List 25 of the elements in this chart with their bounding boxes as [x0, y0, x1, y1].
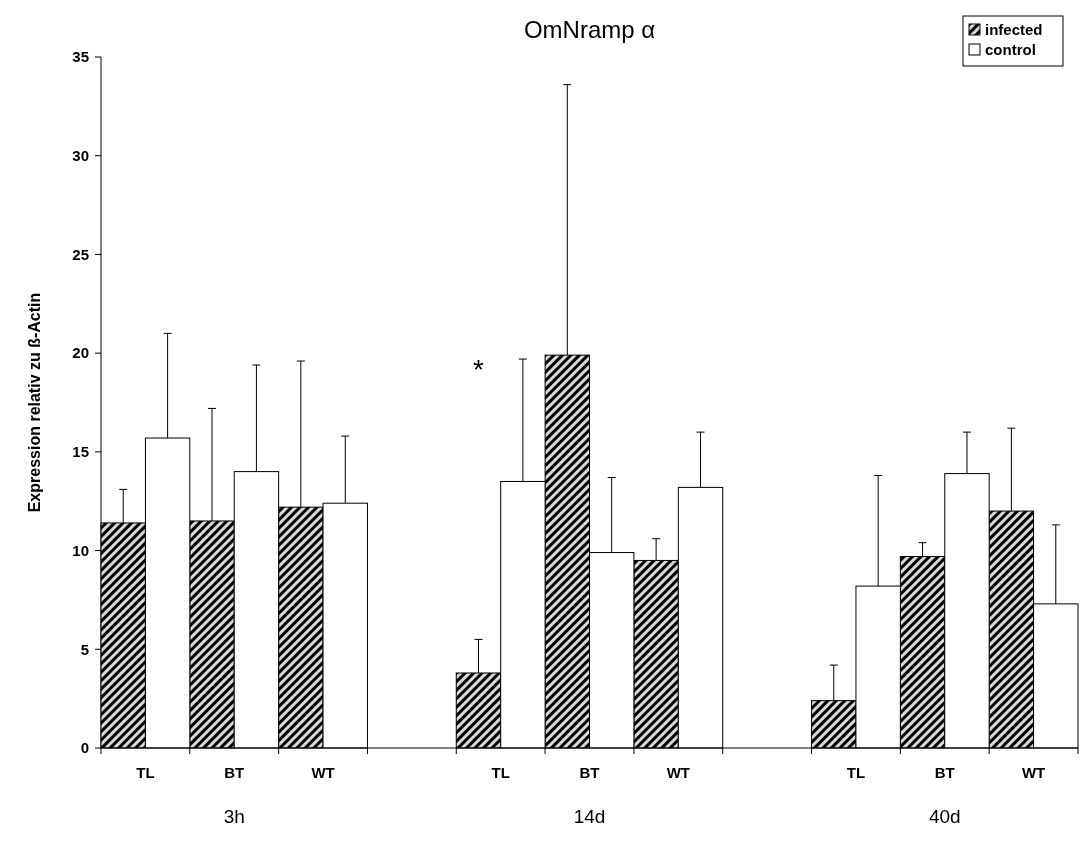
text: 40d: [928, 806, 961, 827]
y-tick-label: 35: [72, 48, 89, 66]
x-tick-label: BT: [224, 764, 245, 781]
y-tick-label: 0: [80, 739, 89, 757]
x-tick-label: BT: [579, 764, 600, 781]
chart-title: OmNramp α: [523, 16, 656, 43]
text: 14d: [573, 806, 606, 827]
x-tick-label: TL: [136, 764, 155, 781]
y-tick-label: 5: [80, 640, 89, 658]
x-tick-label: WT: [311, 764, 335, 781]
text: 3h: [223, 806, 245, 827]
legend-label: infected: [985, 21, 1043, 39]
y-tick-label: 30: [72, 146, 89, 164]
x-tick-label: TL: [491, 764, 510, 781]
x-tick-label: WT: [666, 764, 690, 781]
x-tick-label: TL: [846, 764, 866, 781]
y-tick-label: 10: [72, 541, 89, 559]
legend-label: control: [985, 41, 1036, 59]
y-tick-label: 25: [72, 245, 89, 263]
y-axis-title: Expression relativ zu ß-Actin: [26, 292, 43, 513]
y-tick-label: 20: [72, 344, 89, 362]
x-tick-label: WT: [1021, 764, 1046, 781]
x-tick-label: BT: [934, 764, 955, 781]
annotation: *: [473, 354, 485, 386]
y-tick-label: 15: [72, 443, 89, 461]
